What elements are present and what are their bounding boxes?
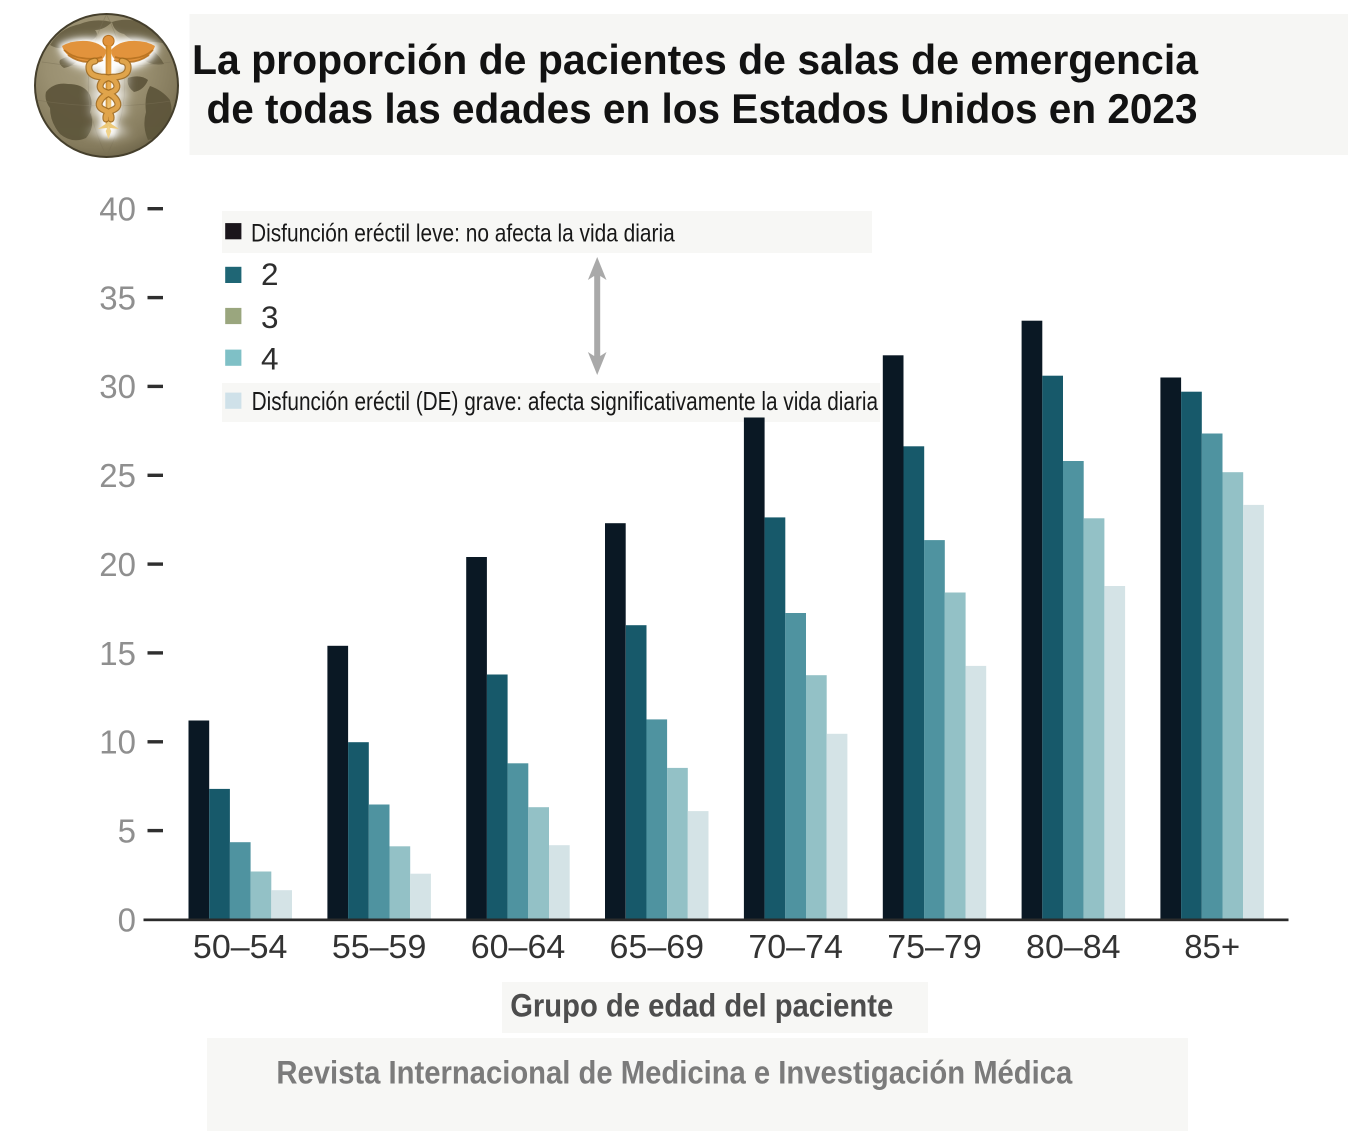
svg-text:40: 40 (99, 191, 136, 228)
svg-text:60–64: 60–64 (471, 928, 566, 965)
svg-text:85+: 85+ (1184, 928, 1240, 965)
svg-text:70–74: 70–74 (748, 928, 843, 965)
svg-text:Disfunción eréctil (DE) grave:: Disfunción eréctil (DE) grave: afecta si… (252, 386, 879, 416)
svg-text:5: 5 (118, 812, 136, 849)
svg-text:65–69: 65–69 (610, 928, 705, 965)
svg-text:55–59: 55–59 (332, 928, 427, 965)
svg-text:10: 10 (99, 724, 136, 761)
svg-text:de todas las edades en los Est: de todas las edades en los Estados Unido… (207, 85, 1198, 132)
svg-text:La proporción de pacientes de: La proporción de pacientes de salas de e… (192, 36, 1199, 83)
svg-text:3: 3 (261, 299, 279, 335)
svg-text:Disfunción eréctil leve: no af: Disfunción eréctil leve: no afecta la vi… (251, 220, 675, 248)
svg-text:20: 20 (99, 546, 136, 583)
svg-text:Grupo de edad del paciente: Grupo de edad del paciente (510, 988, 893, 1024)
svg-text:4: 4 (261, 341, 279, 377)
svg-text:80–84: 80–84 (1026, 928, 1121, 965)
svg-text:Revista Internacional de Medic: Revista Internacional de Medicina e Inve… (276, 1055, 1072, 1091)
svg-text:50–54: 50–54 (193, 928, 288, 965)
svg-text:2: 2 (261, 256, 279, 292)
svg-text:25: 25 (99, 457, 136, 494)
svg-text:35: 35 (99, 279, 136, 316)
svg-text:75–79: 75–79 (887, 928, 982, 965)
svg-text:15: 15 (99, 635, 136, 672)
svg-text:0: 0 (118, 901, 136, 938)
svg-text:30: 30 (99, 368, 136, 405)
